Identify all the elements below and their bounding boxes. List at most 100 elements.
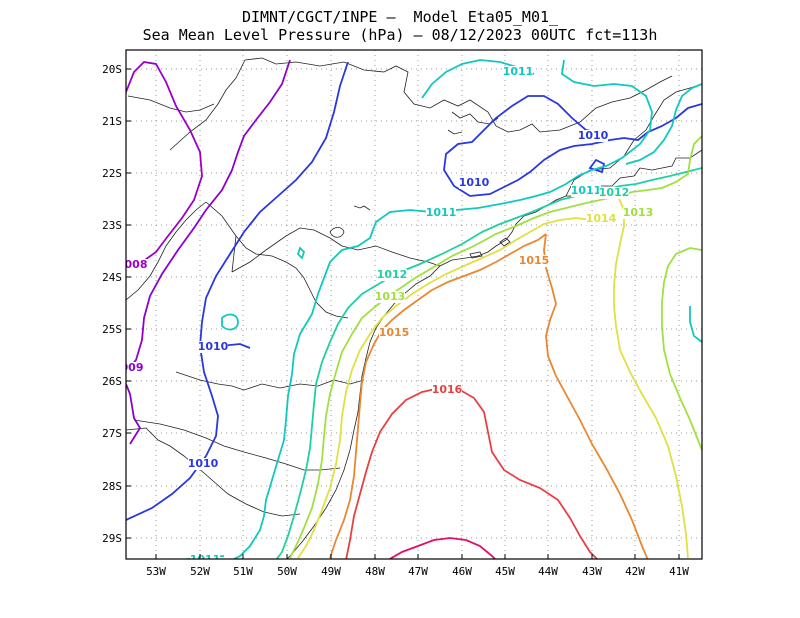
isobar-1011-east2 [689,306,702,343]
isobar-1017 [387,537,497,559]
border-mg-sp [244,57,673,133]
contour-label-bg [623,207,653,219]
isobar-1011-blob [221,313,239,331]
border-pr-sc [175,371,365,391]
lat-tick-label: 27S [102,427,122,440]
border-sp-pr [231,227,441,273]
isobar-1015-east [543,233,649,559]
contour-label-bg [459,177,489,189]
border-argentina [126,427,301,517]
contour-label: 1010 [459,176,490,189]
contour-label: 1013 [623,206,654,219]
contour-label-bg [126,362,144,374]
axis-ticks: 53W 52W 51W 50W 49W 48W 47W 46W 45W 44W 43W 42W 41W 2… [102,63,689,578]
isobar-1014 [613,195,689,559]
border-ms-mt [127,95,215,113]
lat-tick-label: 20S [102,63,122,76]
isobar-1009 [126,59,291,373]
contour-label-bg [188,458,218,470]
lon-tick-label: 46W [452,565,472,578]
border-sc-rs [133,419,341,471]
lon-tick-label: 47W [408,565,428,578]
contour-labels: 1011101010101011101210131014101110121013… [121,65,654,566]
lon-tick-label: 43W [582,565,602,578]
lat-tick-label: 23S [102,219,122,232]
contour-label: 1013 [375,290,406,303]
isobar-1015 [329,233,547,559]
lon-tick-label: 44W [538,565,558,578]
isobar-1009-b [126,383,142,445]
isobar-1008 [126,61,203,267]
contour-label-bg [599,187,629,199]
isobar-1010-north [443,95,702,197]
contour-label-bg [377,269,407,281]
contour-label: 1011 [571,184,602,197]
contour-label: 1011 [426,206,457,219]
lon-tick-label: 42W [625,565,645,578]
lake-sc [329,227,345,238]
border-ms-sp [169,59,246,151]
contour-label: 1011 [503,65,534,78]
lon-tick-label: 53W [146,565,166,578]
contour-label: 1010 [578,129,609,142]
isobar-1011-east [625,83,702,165]
lat-tick-label: 26S [102,375,122,388]
contour-label-bg [432,384,462,396]
contour-label: 009 [121,361,144,374]
isobar-1012 [275,167,702,559]
isobar-1011-main [231,59,653,559]
coastline-borders [126,57,702,559]
border-paraguay [126,201,207,301]
lat-tick-label: 21S [102,115,122,128]
title-line-2: Sea Mean Level Pressure (hPa) – 08/12/20… [142,26,658,44]
contour-label: 1011 [190,553,221,566]
coastline [286,149,702,559]
contour-label: 1014 [586,212,617,225]
contour-label-bg [519,255,549,267]
river-parana [235,235,349,319]
contour-label: 1010 [188,457,219,470]
isobar-1010-loop [588,158,606,174]
isobar-1014-coast [297,217,607,559]
contour-label-bg [126,259,148,271]
contour-label-bg [586,213,616,225]
lat-tick-label: 25S [102,323,122,336]
lon-tick-label: 52W [190,565,210,578]
lon-tick-label: 45W [495,565,515,578]
isobar-1010-west [126,61,349,521]
isobar-1011-blob2 [296,246,306,260]
lake-sp [353,205,371,211]
lon-tick-label: 49W [321,565,341,578]
contour-label: 1015 [379,326,410,339]
isobars [126,59,702,559]
contour-label-bg [375,291,405,303]
contour-label: 008 [125,258,148,271]
border-ms-pr [205,201,237,273]
contour-label: 1012 [599,186,630,199]
lat-tick-label: 22S [102,167,122,180]
lon-tick-label: 50W [277,565,297,578]
contour-label: 1015 [519,254,550,267]
lon-tick-label: 48W [365,565,385,578]
contour-label: 1016 [432,383,463,396]
contour-label: 1010 [198,340,229,353]
map-frame [125,49,703,560]
contour-label-bg [379,327,409,339]
isobar-1016 [345,387,599,559]
title-line-1: DIMNT/CGCT/INPE – Model Eta05_M01_ [241,8,559,26]
contour-label: 1012 [377,268,408,281]
lat-tick-label: 24S [102,271,122,284]
contour-label-bg [578,130,608,142]
contour-label-bg [503,66,533,78]
lon-tick-label: 41W [669,565,689,578]
lat-tick-label: 29S [102,532,122,545]
lat-tick-label: 28S [102,480,122,493]
contour-label-bg [426,207,456,219]
bay-islands [469,237,511,259]
isobar-1013 [289,135,702,559]
isobar-1013-east [661,247,702,451]
lon-tick-label: 51W [233,565,253,578]
contour-label-bg [198,341,228,353]
